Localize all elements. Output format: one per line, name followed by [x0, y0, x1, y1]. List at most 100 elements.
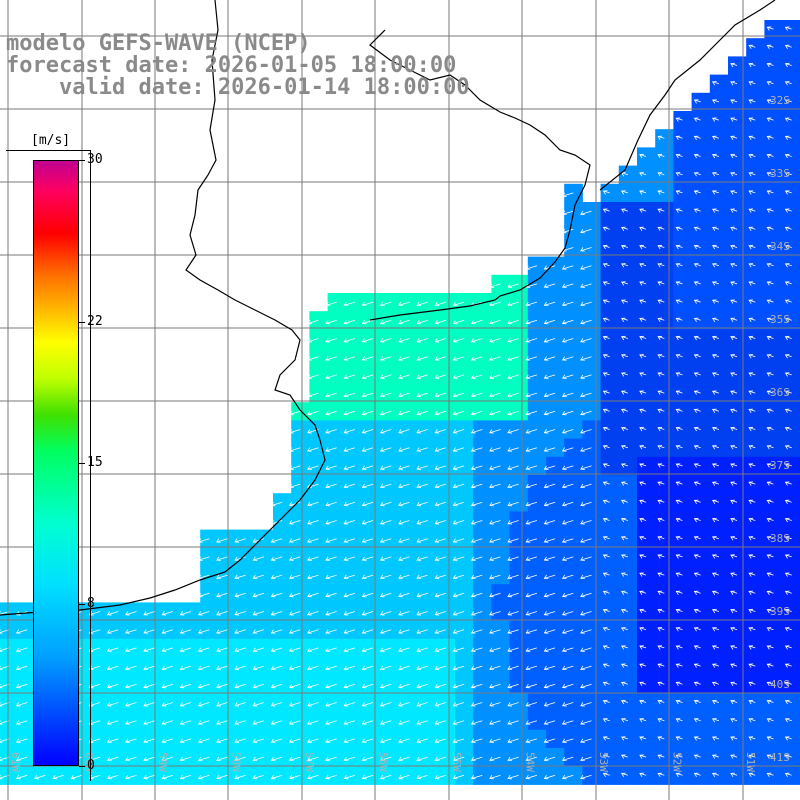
wind-cell	[382, 748, 401, 767]
wind-cell	[564, 220, 583, 239]
wind-arrow	[106, 756, 119, 762]
wind-cell	[327, 584, 347, 603]
wind-cell	[546, 329, 565, 349]
wind-cell	[18, 602, 37, 622]
wind-cell	[182, 657, 201, 676]
wind-cell	[691, 274, 711, 294]
wind-arrow	[748, 499, 756, 504]
wind-arrow	[784, 463, 792, 468]
wind-cell	[746, 202, 765, 221]
wind-arrow	[711, 81, 720, 86]
wind-arrow	[507, 647, 519, 652]
wind-cell	[309, 638, 329, 658]
wind-cell	[527, 566, 547, 585]
wind-arrow	[675, 590, 683, 595]
wind-arrow	[620, 772, 629, 777]
wind-cell	[491, 693, 511, 713]
wind-cell	[236, 529, 256, 549]
wind-cell	[527, 402, 547, 421]
wind-cell	[291, 402, 310, 421]
wind-cell	[163, 766, 183, 785]
wind-arrow	[748, 172, 756, 177]
wind-cell	[327, 547, 347, 567]
wind-cell	[655, 584, 674, 603]
wind-cell	[473, 620, 492, 640]
wind-cell	[691, 384, 711, 403]
wind-cell	[709, 183, 729, 203]
wind-cell	[691, 293, 711, 312]
wind-arrow	[161, 774, 174, 780]
wind-arrow	[343, 738, 356, 743]
wind-cell	[564, 293, 583, 312]
wind-arrow	[784, 99, 792, 104]
wind-arrow	[125, 683, 137, 689]
wind-cell	[491, 511, 511, 531]
wind-arrow	[179, 629, 192, 634]
wind-cell	[455, 693, 474, 713]
wind-arrow	[307, 465, 319, 470]
wind-cell	[746, 456, 765, 476]
wind-cell	[382, 493, 401, 512]
wind-cell	[637, 202, 656, 221]
wind-cell	[291, 748, 310, 767]
wind-arrow	[748, 44, 756, 49]
wind-arrow	[561, 429, 574, 434]
wind-arrow	[784, 62, 792, 68]
wind-cell	[327, 438, 347, 458]
wind-arrow	[216, 574, 228, 580]
wind-arrow	[325, 356, 337, 361]
wind-arrow	[639, 481, 647, 486]
wind-arrow	[602, 681, 610, 686]
wind-cell	[345, 384, 365, 403]
wind-cell	[600, 256, 620, 276]
wind-arrow	[730, 190, 738, 195]
wind-cell	[673, 329, 693, 349]
wind-arrow	[379, 665, 392, 671]
wind-arrow	[525, 738, 538, 743]
wind-arrow	[748, 208, 756, 213]
wind-arrow	[580, 356, 592, 361]
wind-cell	[600, 657, 620, 676]
wind-arrow	[325, 683, 337, 689]
wind-cell	[254, 748, 274, 767]
wind-arrow	[580, 392, 592, 398]
wind-cell	[455, 347, 474, 367]
wind-cell	[382, 384, 401, 403]
wind-cell	[764, 638, 784, 658]
wind-cell	[509, 657, 529, 676]
wind-arrow	[766, 153, 774, 159]
wind-arrow	[507, 574, 519, 580]
wind-arrow	[234, 720, 246, 725]
wind-arrow	[434, 702, 447, 707]
wind-arrow	[784, 499, 792, 504]
wind-arrow	[766, 772, 774, 777]
wind-cell	[764, 147, 784, 167]
wind-arrow	[343, 592, 356, 598]
wind-cell	[382, 511, 401, 531]
wind-arrow	[106, 629, 119, 634]
wind-arrow	[748, 608, 756, 614]
wind-arrow	[452, 629, 465, 634]
wind-cell	[345, 365, 365, 385]
wind-arrow	[252, 720, 265, 725]
wind-cell	[382, 329, 401, 349]
wind-arrow	[52, 774, 64, 780]
wind-arrow	[766, 645, 774, 650]
wind-cell	[673, 183, 693, 203]
wind-arrow	[784, 681, 792, 686]
wind-cell	[491, 566, 511, 585]
wind-arrow	[398, 501, 410, 507]
wind-cell	[746, 402, 765, 421]
wind-arrow	[398, 592, 410, 598]
wind-cell	[473, 566, 492, 585]
wind-cell	[291, 711, 310, 731]
wind-cell	[746, 766, 765, 785]
wind-cell	[764, 293, 784, 312]
wind-arrow	[470, 338, 483, 343]
wind-arrow	[434, 683, 447, 689]
wind-cell	[491, 329, 511, 349]
wind-arrow	[379, 410, 392, 416]
wind-arrow	[416, 338, 428, 343]
wind-arrow	[602, 190, 610, 195]
wind-arrow	[639, 226, 647, 231]
